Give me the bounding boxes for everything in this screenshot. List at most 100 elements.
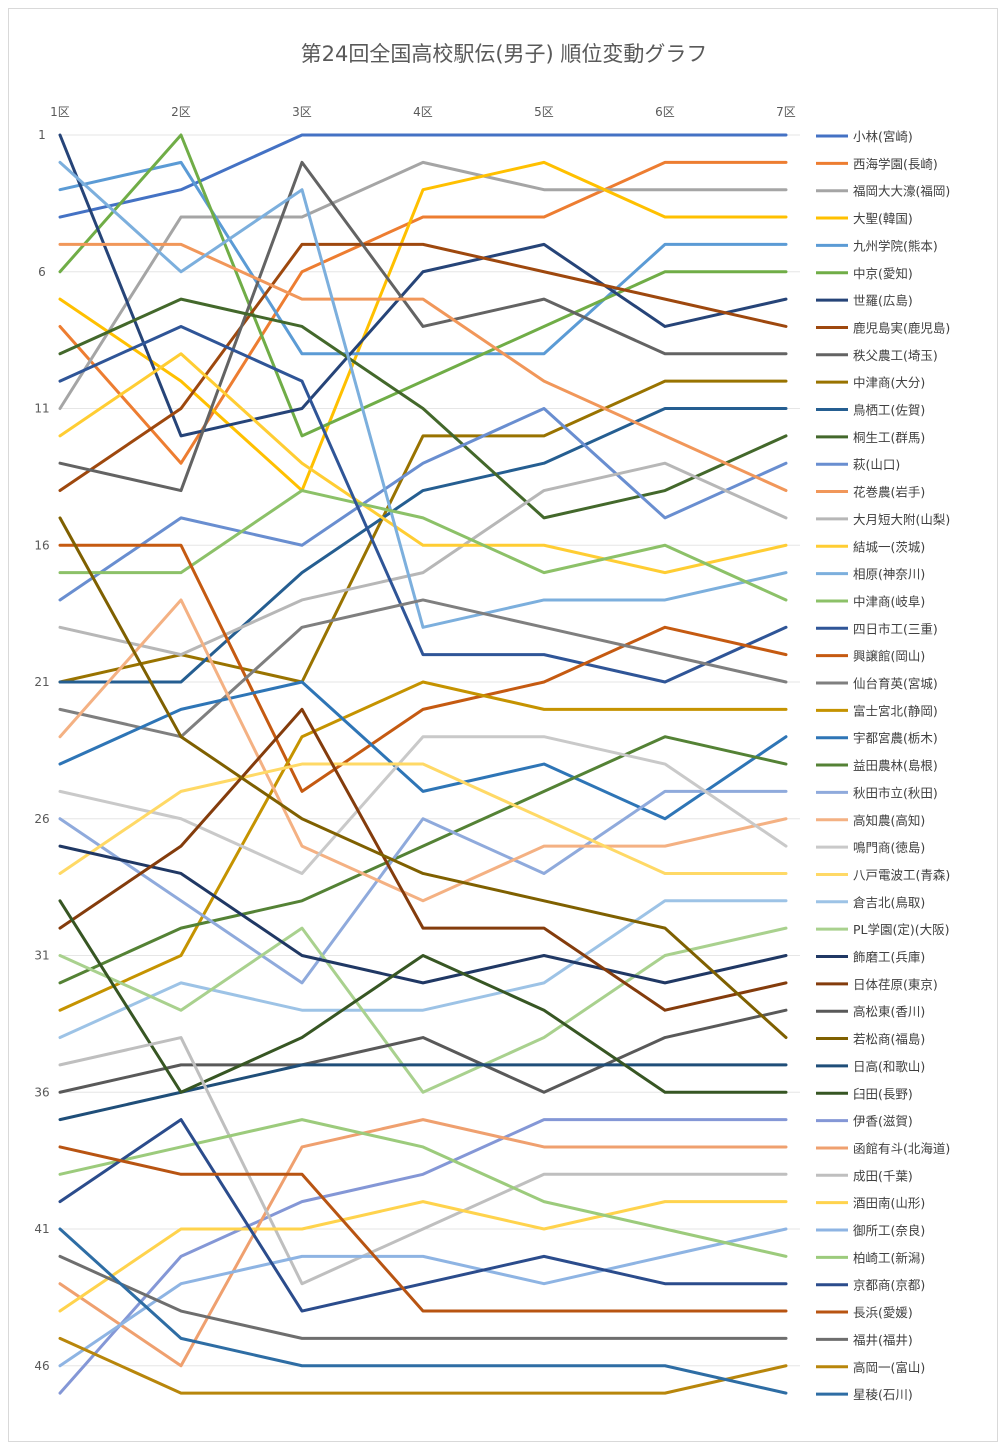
series-line-34 [58,516,788,1040]
series-line-17 [58,160,788,629]
series-line-37 [58,1118,788,1395]
series-line-42 [58,1118,788,1258]
series-line-33 [58,1008,788,1094]
y-tick-label: 11 [34,402,49,416]
x-tick-label: 7区 [776,105,796,119]
legend-label: 八戸電波工(青森) [853,867,950,882]
y-tick-label: 16 [34,538,49,552]
series-line-31 [58,844,788,985]
legend-label: 富士宮北(静岡) [853,703,938,718]
legend-label: 高岡一(富山) [853,1360,925,1375]
legend-label: 成田(千葉) [853,1168,913,1183]
x-tick-label: 2区 [171,105,191,119]
legend-label: 四日市工(三重) [853,621,938,636]
series-line-18 [58,489,788,602]
series-line-45 [58,1254,788,1340]
legend-label: 九州学院(熊本) [853,238,938,253]
series-line-46 [58,1336,788,1395]
series-line-47 [58,1227,788,1395]
legend-label: 中京(愛知) [853,266,913,281]
series-line-44 [58,1145,788,1313]
legend-label: 函館有斗(北海道) [853,1141,950,1156]
legend-label: 秋田市立(秋田) [853,785,938,800]
x-tick-label: 4区 [413,105,433,119]
legend-label: 伊香(滋賀) [853,1114,913,1129]
y-tick-label: 36 [34,1085,49,1099]
y-tick-label: 26 [34,812,49,826]
series-line-12 [58,297,788,520]
legend-label: 倉吉北(鳥取) [853,895,925,910]
legend-label: 酒田南(山形) [853,1196,925,1211]
series-line-23 [58,680,788,821]
legend-label: 大聖(韓国) [853,211,913,226]
series-line-20 [58,543,788,793]
legend-label: 結城一(茨城) [853,539,925,554]
legend-label: 長浜(愛媛) [853,1305,913,1320]
legend-label: 萩(山口) [853,457,900,472]
series-line-1 [58,133,788,219]
legend-label: PL学園(定)(大阪) [853,922,950,937]
series-line-26 [58,598,788,903]
series-line-14 [58,242,788,493]
legend-label: 日高(和歌山) [853,1059,925,1074]
series-line-10 [58,379,788,684]
series-line-27 [58,735,788,875]
legend-label: 桐生工(群馬) [853,430,925,445]
legend-label: 鳴門商(徳島) [853,840,925,855]
legend-label: 大月短大附(山梨) [853,512,950,527]
legend-label: 益田農林(島根) [853,758,938,773]
series-line-15 [58,461,788,657]
legend-label: 御所工(奈良) [853,1223,925,1238]
y-tick-label: 1 [38,128,46,142]
series-line-24 [58,735,788,985]
legend-label: 小林(宮崎) [853,129,913,144]
x-tick-label: 1区 [50,105,70,119]
legend-label: 西海学園(長崎) [853,156,938,171]
series-line-5 [58,160,788,356]
series-line-40 [58,1200,788,1313]
legend-label: 星稜(石川) [853,1387,913,1402]
legend-label: 柏崎工(新潟) [853,1250,925,1265]
y-tick-label: 46 [34,1359,49,1373]
series-line-39 [58,1036,788,1286]
legend-label: 京都商(京都) [853,1278,925,1293]
y-tick-label: 21 [34,675,49,689]
y-tick-label: 6 [38,265,46,279]
series-line-29 [58,899,788,1040]
series-lines [58,133,788,1395]
y-tick-label: 41 [34,1222,49,1236]
series-line-9 [58,160,788,493]
legend-label: 花巻農(岩手) [853,485,925,500]
series-line-3 [58,160,788,410]
series-line-8 [58,242,788,493]
series-line-41 [58,1227,788,1368]
series-line-43 [58,1118,788,1313]
legend-label: 臼田(長野) [853,1086,913,1101]
legend-label: 興譲館(岡山) [853,649,925,664]
legend-label: 高松東(香川) [853,1004,925,1019]
series-line-2 [58,160,788,465]
series-line-7 [58,133,788,438]
x-axis-tick-labels: 1区 2区 3区 4区 5区 6区 7区 [50,105,796,119]
legend-label: 福岡大大濠(福岡) [853,184,950,199]
legend-label: 宇都宮農(栃木) [853,731,938,746]
series-line-13 [58,407,788,602]
legend-label: 仙台育英(宮城) [853,676,938,691]
legend-label: 鳥栖工(佐賀) [853,403,925,418]
legend-label: 飾磨工(兵庫) [853,950,925,965]
x-tick-label: 6区 [655,105,675,119]
chart-title: 第24回全国高校駅伝(男子) 順位変動グラフ [300,42,708,66]
series-line-22 [58,680,788,1012]
legend-label: 中津商(岐阜) [853,594,925,609]
series-line-16 [58,352,788,575]
legend-label: 秩父農工(埼玉) [853,348,938,363]
legend-label: 福井(福井) [853,1332,913,1347]
y-tick-label: 31 [34,949,49,963]
legend-label: 中津商(大分) [853,375,925,390]
series-line-4 [58,160,788,493]
series-line-28 [58,762,788,875]
series-line-11 [58,407,788,684]
legend-label: 鹿児島実(鹿児島) [853,320,950,335]
